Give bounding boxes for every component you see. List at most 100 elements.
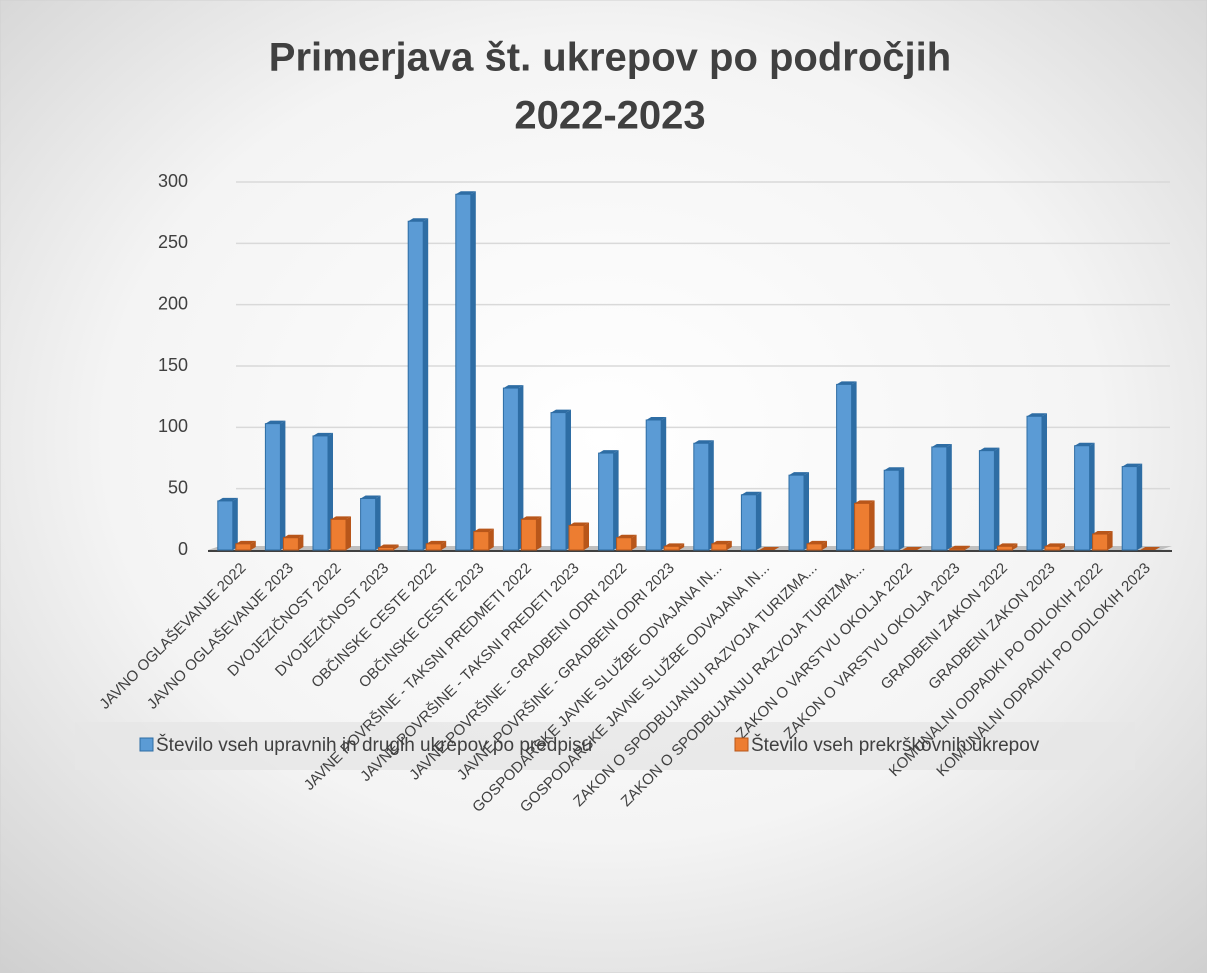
bar [235, 543, 252, 551]
bar-side [1012, 543, 1018, 550]
bar-top [646, 416, 667, 420]
y-tick-label: 100 [158, 416, 188, 436]
y-tick-label: 300 [158, 171, 188, 191]
bar [1044, 545, 1061, 551]
bar-side [726, 540, 732, 550]
bar [407, 220, 424, 551]
bar-side [1107, 531, 1113, 550]
bar [282, 537, 299, 551]
bar-side [441, 540, 447, 550]
bar [978, 450, 995, 551]
bar-side [375, 495, 381, 550]
bar [217, 500, 234, 551]
bar-top [949, 545, 970, 549]
bar [740, 494, 757, 551]
bar [836, 383, 853, 551]
bar-side [946, 443, 952, 550]
bar-top [789, 472, 809, 476]
bar-top [426, 540, 447, 544]
bar [949, 548, 966, 551]
bar [645, 419, 662, 551]
y-tick-label: 150 [158, 355, 188, 375]
y-tick-label: 250 [158, 232, 188, 252]
bar-top [283, 534, 304, 538]
bar [550, 412, 567, 551]
bar-side [964, 545, 970, 550]
bar-top [360, 495, 381, 499]
bar [883, 469, 900, 551]
bar [598, 452, 615, 551]
bar-top [759, 547, 780, 550]
bar [1074, 445, 1091, 551]
bar-side [822, 540, 827, 550]
bar-side [679, 543, 685, 550]
bar-top [1027, 413, 1047, 417]
bar-top [854, 500, 875, 504]
legend-swatch [139, 737, 154, 752]
bar-side [518, 385, 524, 550]
bar [502, 387, 519, 551]
bar-top [836, 381, 857, 385]
bar-side [566, 409, 571, 550]
bar-top [521, 516, 542, 520]
bar-top [313, 432, 333, 436]
bar-top [979, 447, 1000, 451]
bar [1121, 466, 1138, 551]
bar-side [899, 467, 905, 550]
bar-side [280, 420, 286, 550]
chart-subtitle: 2022-2023 [514, 94, 705, 138]
bar-top [1045, 543, 1065, 547]
bar [520, 518, 537, 551]
bar-top [1122, 463, 1143, 467]
bar-top [807, 540, 827, 544]
bar [996, 545, 1013, 551]
bar [378, 547, 395, 551]
bar-side [708, 440, 714, 550]
bar [330, 518, 347, 551]
bar-side [1137, 463, 1143, 550]
bar [854, 502, 871, 551]
bar [455, 193, 472, 551]
chart-title: Primerjava št. ukrepov po področjih [269, 36, 951, 80]
bar-top [711, 540, 732, 544]
bar-top [551, 409, 571, 413]
bar-top [378, 544, 399, 548]
bar-side [804, 472, 809, 550]
bar [788, 474, 805, 551]
bar-top [455, 191, 476, 195]
bar-side [869, 500, 875, 550]
bar-top [741, 491, 762, 495]
bar [425, 543, 442, 551]
bar-side [994, 447, 1000, 550]
bar [931, 446, 948, 551]
floor [208, 546, 1172, 550]
bar-top [265, 420, 286, 424]
bar-top [473, 528, 494, 532]
bar-side [536, 516, 542, 550]
bar-top [884, 467, 905, 471]
y-tick-label: 200 [158, 293, 188, 313]
legend-swatch [734, 737, 749, 752]
legend-label: Število vseh upravnih in drugih ukrepov … [156, 734, 592, 756]
bar [264, 423, 281, 551]
bar-side [250, 540, 256, 550]
bar-side [232, 497, 238, 550]
bar-side [1089, 442, 1095, 550]
legend-label: Število vseh prekrškovnih ukrepov [751, 734, 1040, 756]
bar-side [1042, 413, 1047, 550]
bar-top [1092, 531, 1113, 535]
bar-top [331, 516, 351, 520]
bar-top [503, 385, 524, 389]
legend-box [75, 722, 1135, 770]
bar [1026, 415, 1043, 551]
bar-side [584, 522, 589, 550]
bar-top [598, 450, 619, 454]
bar-top [693, 440, 714, 444]
bar [473, 531, 490, 551]
bar [616, 537, 633, 551]
bar-side [613, 450, 619, 550]
bar [663, 545, 680, 551]
y-tick-label: 50 [168, 477, 188, 497]
bar-side [756, 491, 762, 550]
